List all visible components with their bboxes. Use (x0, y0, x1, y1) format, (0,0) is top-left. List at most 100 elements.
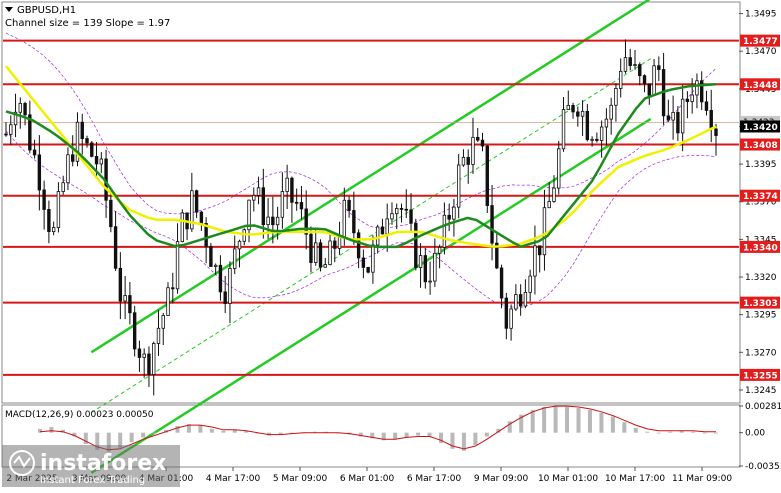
candle-body (242, 229, 246, 242)
candle-body (499, 267, 504, 299)
candle-body (137, 348, 142, 358)
macd-bar (404, 432, 409, 438)
candle-body (123, 295, 127, 302)
macd-bar (599, 412, 604, 433)
candle-body (471, 136, 475, 165)
watermark-tagline: Instant Forex Trading (40, 475, 145, 486)
candle-body (128, 295, 132, 314)
level-tag-label: 1.3408 (743, 141, 778, 151)
x-tick-label: 11 Mar 09:00 (672, 474, 732, 484)
candle-body (213, 264, 218, 267)
macd-bar (49, 426, 54, 433)
candle-body (509, 308, 513, 329)
macd-bar (679, 430, 684, 433)
candle-body (290, 177, 294, 203)
candle-body (671, 112, 675, 121)
y-tick-label: 1.3395 (745, 160, 777, 170)
candle-body (18, 102, 22, 113)
macd-bar (278, 432, 283, 435)
macd-bar (141, 432, 146, 438)
candle-body (523, 291, 528, 307)
level-tag-label: 1.3340 (743, 243, 778, 253)
x-tick-label: 5 Mar 09:00 (273, 474, 328, 484)
symbol-label: GBPUSD,H1 (17, 5, 76, 16)
candle-body (442, 214, 447, 248)
candle-body (433, 252, 437, 282)
candle-body (366, 266, 370, 273)
macd-bar (450, 432, 455, 449)
macd-bar (519, 414, 524, 433)
y-tick-label: 1.3245 (745, 386, 777, 396)
current-price-label: 1.3420 (743, 123, 778, 133)
candle-body (695, 80, 699, 96)
candle-body (623, 57, 628, 72)
level-tag-box (740, 78, 780, 91)
x-tick-label: 10 Mar 17:00 (605, 474, 665, 484)
macd-bar (656, 432, 661, 434)
candle-body (504, 297, 509, 329)
candle-body (42, 189, 46, 210)
candle-body (518, 294, 523, 307)
macd-bar (714, 432, 718, 434)
level-tag-box (740, 296, 780, 309)
level-tag-box (740, 34, 780, 47)
macd-label: MACD(12,26,9) 0.00023 0.00050 (5, 410, 154, 420)
candle-body (704, 101, 709, 111)
x-tick-label: 9 Mar 09:00 (474, 474, 529, 484)
candle-body (414, 222, 418, 268)
macd-bar (610, 416, 615, 433)
candle-body (599, 126, 604, 141)
macd-bar (118, 432, 123, 448)
dropdown-triangle-icon[interactable] (5, 7, 13, 12)
main-plot-frame (1, 1, 741, 404)
candle-body (547, 201, 551, 209)
candle-body (61, 182, 65, 192)
candle-body (228, 268, 232, 304)
candle-body (614, 88, 618, 106)
candle-body (361, 257, 366, 268)
candle-body (375, 226, 380, 246)
macd-bar (175, 426, 180, 433)
macd-bar (461, 432, 466, 451)
candle-body (657, 65, 661, 70)
envelope-bands (5, 32, 717, 308)
macd-bar (232, 429, 237, 433)
instaforex-watermark: instaforex Instant Forex Trading (2, 445, 180, 487)
candle-body (580, 110, 585, 117)
candle-body (4, 133, 8, 136)
y-tick-label: 1.3495 (745, 10, 777, 20)
moving-averages (5, 65, 717, 249)
macd-bar (152, 432, 157, 434)
candle-body (94, 156, 99, 165)
candle-body (395, 208, 399, 215)
candle-body (399, 208, 404, 210)
candle-body (13, 111, 18, 126)
candle-body (571, 105, 575, 113)
candle-body (418, 255, 423, 268)
candle-body (423, 255, 428, 283)
macd-bar (370, 432, 375, 439)
y-tick-label: 1.3370 (745, 198, 777, 208)
macd-bar (633, 427, 638, 433)
y-tick-label: 1.3320 (745, 273, 777, 283)
candle-body (585, 110, 590, 141)
candle-body (700, 80, 704, 103)
price-axis: 1.34951.34701.34451.34201.33951.33701.33… (739, 10, 777, 396)
macd-bar (381, 432, 386, 441)
macd-bar (668, 431, 673, 433)
macd-bar (38, 428, 42, 433)
macd-bar (702, 432, 707, 434)
level-tag-label: 1.3255 (743, 371, 778, 381)
macd-bar (439, 432, 444, 444)
candle-body (590, 138, 594, 141)
macd-tick-label: 0.00 (745, 429, 765, 439)
channel-middle-line (91, 58, 651, 413)
candle-body (56, 191, 61, 228)
candle-body (47, 209, 51, 233)
candle-body (28, 114, 32, 151)
candle-body (233, 248, 237, 269)
candle-body (285, 177, 289, 192)
candle-body (32, 149, 37, 156)
